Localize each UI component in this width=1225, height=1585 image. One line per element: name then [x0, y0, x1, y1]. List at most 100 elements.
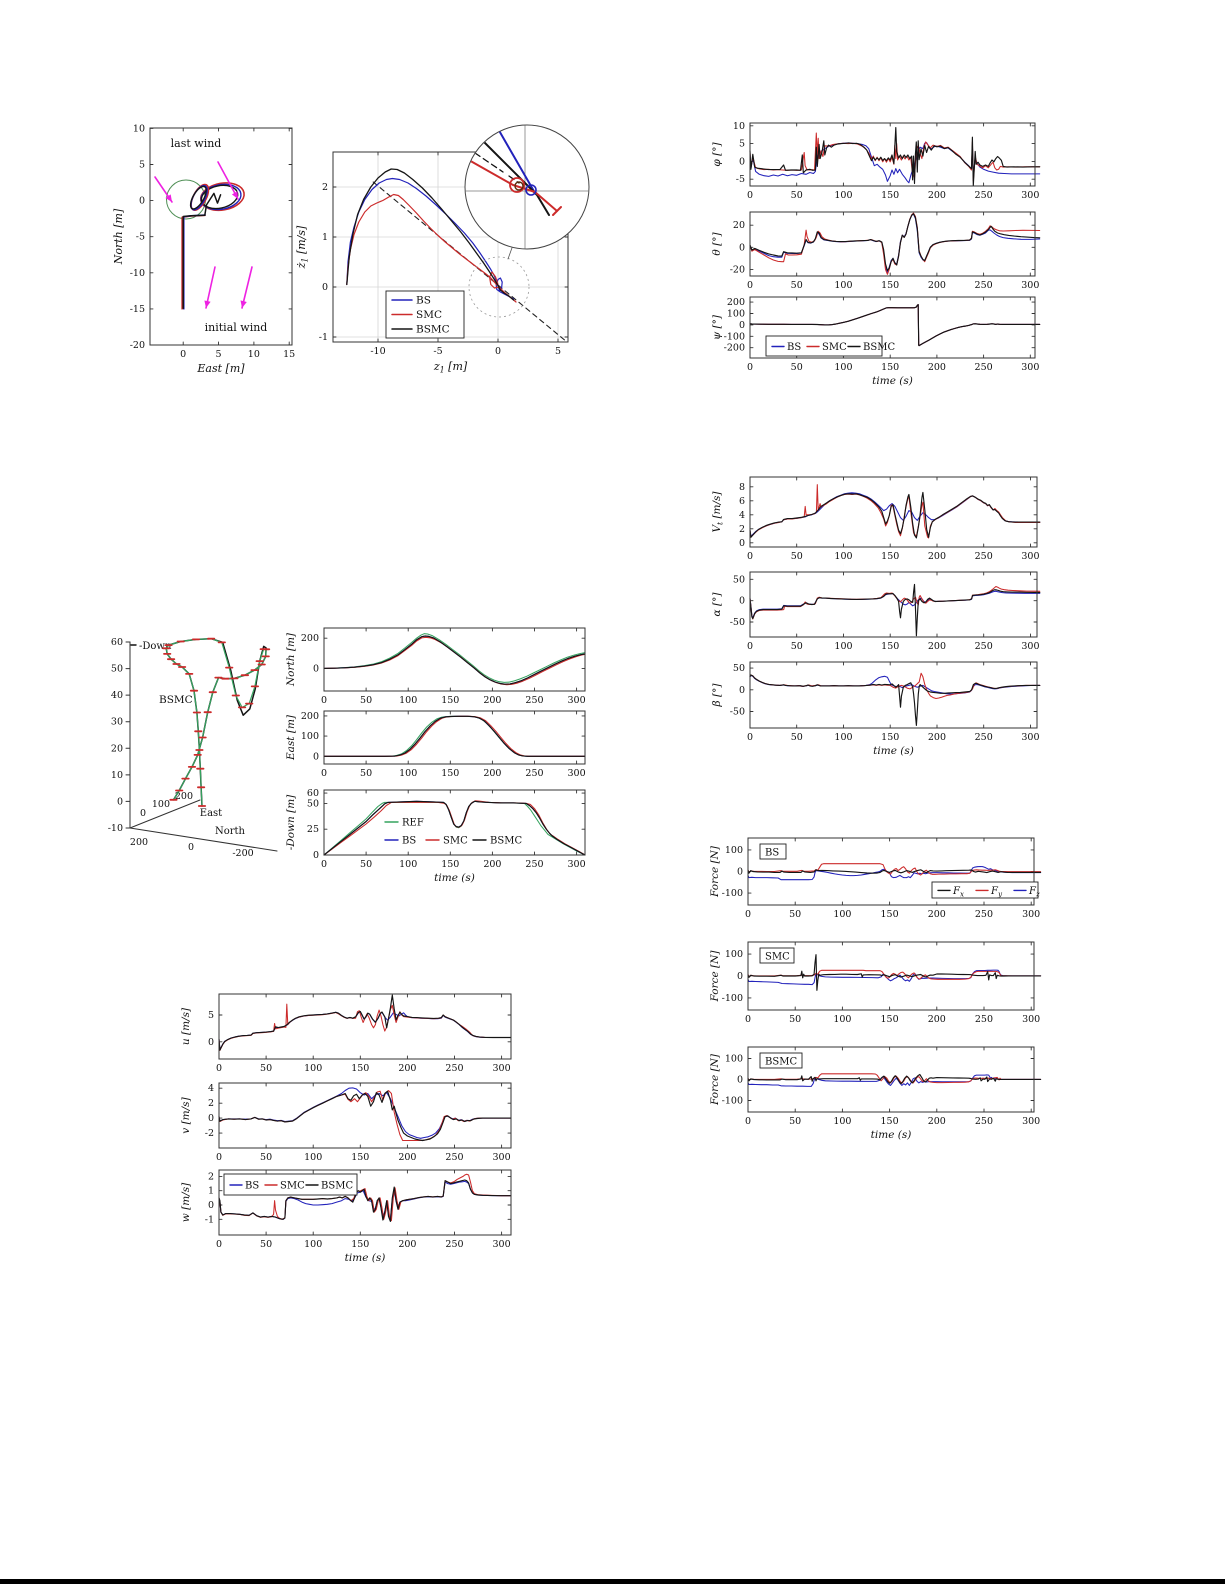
svg-text:300: 300	[568, 695, 586, 706]
svg-text:0: 0	[321, 859, 327, 870]
svg-text:4: 4	[208, 1083, 214, 1094]
svg-text:5: 5	[555, 346, 561, 357]
svg-text:SMC: SMC	[416, 309, 442, 321]
svg-text:250: 250	[525, 768, 543, 779]
svg-text:North [m]: North [m]	[112, 208, 125, 265]
svg-text:150: 150	[441, 695, 459, 706]
svg-text:150: 150	[881, 280, 899, 291]
svg-text:300: 300	[568, 768, 586, 779]
chart-phase-z1: 2 1 0 -1 -10 -5 0 5 BS SMC BSMC z1​ [m] ż1​ [m/s]	[295, 124, 590, 375]
svg-text:0: 0	[745, 1116, 751, 1127]
svg-text:100: 100	[834, 190, 852, 201]
svg-text:100: 100	[834, 280, 852, 291]
svg-text:100: 100	[399, 695, 417, 706]
svg-text:200: 200	[928, 909, 946, 920]
svg-text:Force [N]: Force [N]	[709, 845, 721, 898]
svg-text:φ [°]: φ [°]	[711, 142, 723, 167]
svg-text:100: 100	[834, 732, 852, 743]
svg-text:15: 15	[283, 349, 295, 360]
svg-text:SMC: SMC	[280, 1180, 305, 1191]
svg-text:250: 250	[525, 859, 543, 870]
svg-text:300: 300	[1022, 1116, 1040, 1127]
svg-text:250: 250	[975, 732, 993, 743]
svg-text:100: 100	[399, 768, 417, 779]
svg-text:4: 4	[739, 510, 745, 521]
svg-text:-15: -15	[130, 304, 145, 315]
svg-text:-5: -5	[736, 174, 745, 185]
svg-text:BS: BS	[787, 342, 801, 353]
svg-text:0: 0	[117, 796, 123, 807]
svg-text:initial wind: initial wind	[205, 321, 268, 334]
svg-text:50: 50	[791, 641, 803, 652]
svg-text:0: 0	[739, 156, 745, 167]
svg-text:200: 200	[928, 362, 946, 373]
svg-text:-50: -50	[730, 617, 745, 628]
svg-text:100: 100	[304, 1063, 322, 1074]
svg-text:150: 150	[881, 909, 899, 920]
svg-text:-200: -200	[232, 848, 253, 859]
svg-text:150: 150	[881, 732, 899, 743]
svg-text:5: 5	[739, 139, 745, 150]
svg-text:50: 50	[260, 1063, 272, 1074]
svg-text:300: 300	[1021, 732, 1039, 743]
svg-text:θ [°]: θ [°]	[711, 232, 723, 256]
svg-text:30: 30	[111, 717, 123, 728]
svg-text:0: 0	[321, 768, 327, 779]
svg-text:50: 50	[791, 732, 803, 743]
svg-text:20: 20	[111, 743, 123, 754]
svg-text:0: 0	[216, 1239, 222, 1250]
svg-text:250: 250	[975, 641, 993, 652]
svg-text:β [°]: β [°]	[711, 683, 723, 708]
svg-text:0: 0	[216, 1063, 222, 1074]
svg-text:-50: -50	[730, 707, 745, 718]
svg-text:w [m/s]: w [m/s]	[180, 1182, 192, 1222]
svg-text:East: East	[200, 808, 222, 819]
svg-text:BS: BS	[402, 836, 416, 847]
svg-text:10: 10	[733, 121, 745, 132]
svg-text:60: 60	[307, 788, 319, 799]
svg-text:200: 200	[928, 1116, 946, 1127]
svg-text:0: 0	[495, 346, 501, 357]
svg-text:100: 100	[834, 551, 852, 562]
svg-text:150: 150	[881, 641, 899, 652]
svg-text:0: 0	[208, 1200, 214, 1211]
svg-text:50: 50	[791, 280, 803, 291]
svg-text:200: 200	[398, 1063, 416, 1074]
svg-text:300: 300	[568, 859, 586, 870]
svg-text:-Down [m]: -Down [m]	[285, 794, 297, 850]
svg-text:-Down: -Down	[139, 641, 172, 652]
svg-text:100: 100	[727, 309, 745, 320]
svg-text:50: 50	[260, 1152, 272, 1163]
svg-text:100: 100	[834, 641, 852, 652]
svg-text:100: 100	[301, 731, 319, 742]
svg-text:150: 150	[351, 1239, 369, 1250]
svg-text:0: 0	[140, 808, 146, 819]
svg-text:200: 200	[398, 1239, 416, 1250]
svg-text:BSMC: BSMC	[416, 324, 450, 336]
svg-text:0: 0	[313, 850, 319, 861]
svg-text:100: 100	[833, 1116, 851, 1127]
svg-text:100: 100	[304, 1239, 322, 1250]
svg-text:50: 50	[111, 664, 123, 675]
svg-text:0: 0	[737, 867, 743, 878]
svg-text:REF: REF	[402, 818, 424, 829]
svg-text:0: 0	[739, 320, 745, 331]
svg-text:0: 0	[747, 190, 753, 201]
svg-text:0: 0	[188, 842, 194, 853]
svg-text:250: 250	[975, 280, 993, 291]
svg-text:200: 200	[928, 190, 946, 201]
svg-text:250: 250	[975, 909, 993, 920]
svg-text:East [m]: East [m]	[285, 714, 297, 761]
svg-text:5: 5	[139, 159, 145, 170]
svg-text:SMC: SMC	[765, 952, 790, 963]
svg-text:Vt​ [m/s]: Vt​ [m/s]	[711, 491, 725, 533]
svg-text:-20: -20	[130, 340, 145, 351]
svg-text:6: 6	[739, 496, 745, 507]
svg-text:0: 0	[739, 596, 745, 607]
svg-text:0: 0	[747, 280, 753, 291]
svg-text:-100: -100	[722, 888, 743, 899]
svg-text:last wind: last wind	[171, 137, 222, 150]
svg-text:Fx​: Fx​	[952, 886, 964, 899]
